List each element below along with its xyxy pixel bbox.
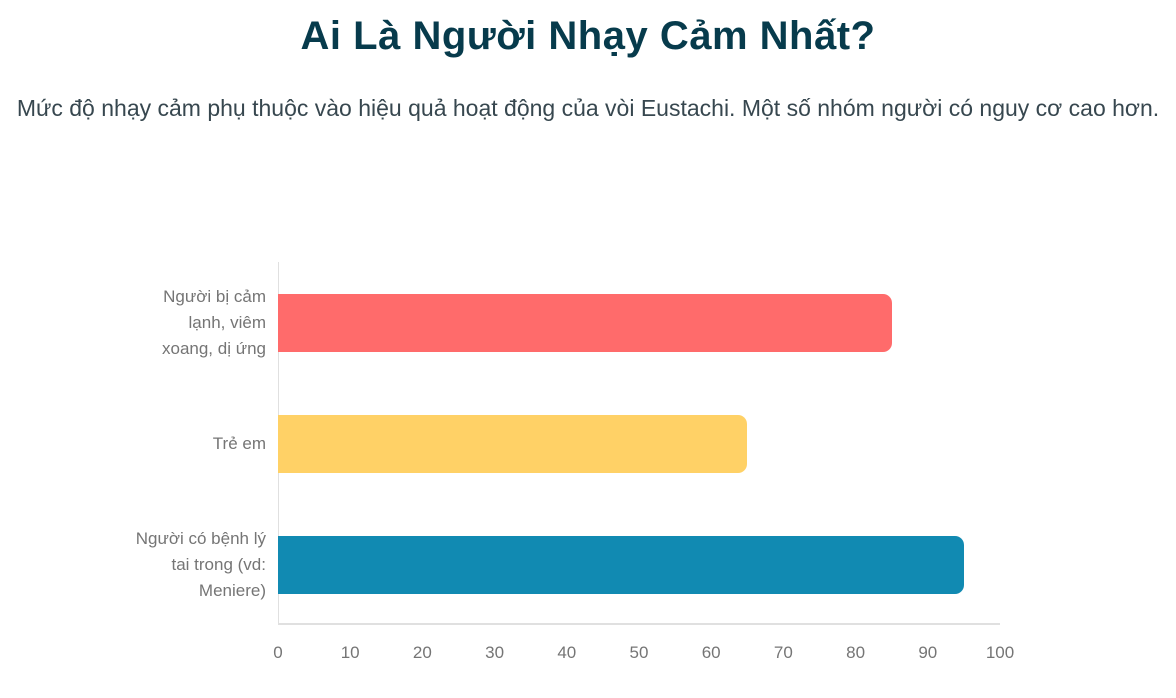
chart-row: Người bị cảm lạnh, viêm xoang, dị ứng [96, 262, 1000, 383]
bar-rows: Người bị cảm lạnh, viêm xoang, dị ứng Trẻ e… [96, 262, 1000, 625]
x-tick-label: 10 [340, 643, 360, 662]
category-label: Người bị cảm lạnh, viêm xoang, dị ứng [161, 286, 266, 358]
category-label: Trẻ em [212, 433, 266, 453]
data-bar[interactable] [278, 293, 892, 352]
chart-title: Ai Là Người Nhạy Cảm Nhất? [300, 14, 876, 58]
x-tick-label: 30 [485, 643, 505, 662]
bar-track [278, 262, 1000, 383]
x-tick-label: 80 [846, 643, 866, 662]
bar-chart: Người bị cảm lạnh, viêm xoang, dị ứng Trẻ e… [96, 262, 1014, 674]
data-bar[interactable] [278, 535, 964, 594]
data-bar[interactable] [278, 414, 748, 473]
category-label: Người có bệnh lý tai trong (vd: Meniere) [135, 528, 266, 600]
x-tick-label: 40 [557, 643, 577, 662]
x-tick-label: 50 [629, 643, 649, 662]
x-tick-label: 60 [701, 643, 721, 662]
x-axis-ticks: 0 10 20 30 40 50 60 70 80 90 100 [273, 643, 1014, 665]
x-tick-label: 20 [412, 643, 432, 662]
bar-track [278, 504, 1000, 625]
infographic-page: Ai Là Người Nhạy Cảm Nhất? Mức độ nhạy c… [0, 14, 1176, 698]
x-tick-label: 70 [773, 643, 793, 662]
chart-row: Trẻ em [96, 383, 1000, 504]
x-tick-label: 100 [985, 643, 1015, 662]
x-tick-label: 0 [273, 643, 283, 662]
chart-row: Người có bệnh lý tai trong (vd: Meniere) [96, 504, 1000, 625]
chart-subtitle: Mức độ nhạy cảm phụ thuộc vào hiệu quả h… [16, 95, 1160, 121]
bar-track [278, 383, 1000, 504]
x-tick-label: 90 [918, 643, 938, 662]
